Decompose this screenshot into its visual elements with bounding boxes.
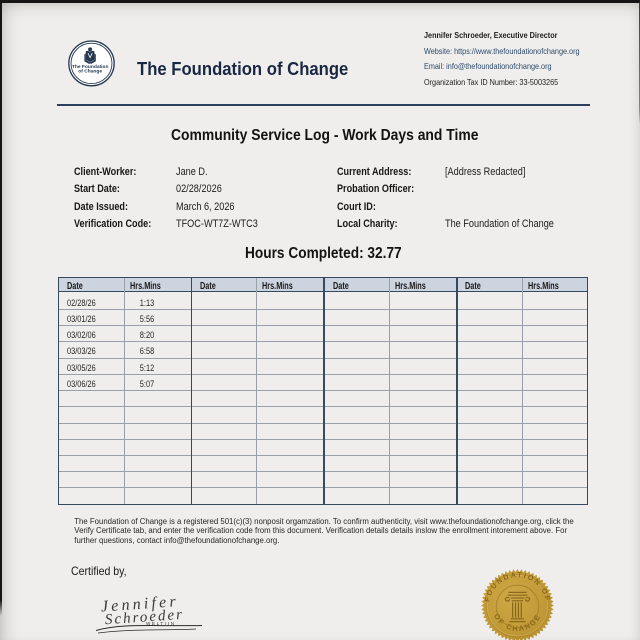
svg-text:WELTIIN: WELTIIN <box>146 621 176 626</box>
svg-text:Schroeder: Schroeder <box>104 607 184 628</box>
svg-text:Jennifer: Jennifer <box>100 593 179 615</box>
svg-text:of Change: of Change <box>78 69 102 75</box>
svg-text:The Foundation: The Foundation <box>72 64 109 70</box>
